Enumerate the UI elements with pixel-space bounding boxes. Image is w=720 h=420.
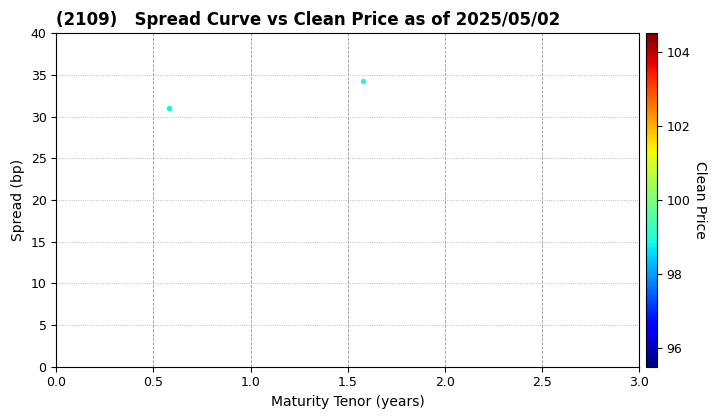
X-axis label: Maturity Tenor (years): Maturity Tenor (years) [271, 395, 425, 409]
Point [163, 105, 175, 112]
Text: (2109)   Spread Curve vs Clean Price as of 2025/05/02: (2109) Spread Curve vs Clean Price as of… [56, 11, 560, 29]
Y-axis label: Clean Price: Clean Price [693, 161, 707, 239]
Y-axis label: Spread (bp): Spread (bp) [11, 159, 25, 241]
Point [358, 78, 369, 84]
